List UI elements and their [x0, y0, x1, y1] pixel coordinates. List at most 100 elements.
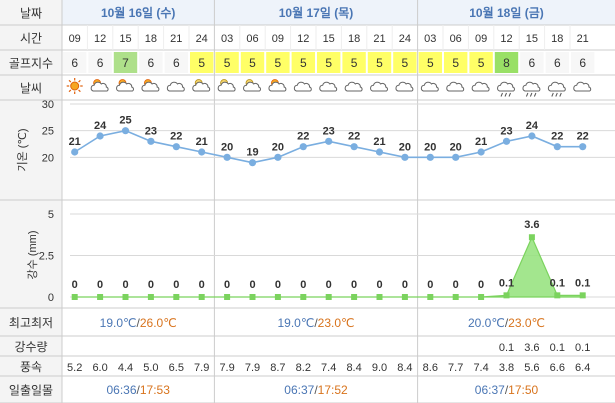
temp-tick-label: 30: [42, 99, 54, 111]
max-temp: 23.0℃: [318, 316, 355, 330]
wind-cell: 8.7: [270, 362, 285, 374]
cloudy-icon: [319, 81, 338, 92]
wind-cell: 8.4: [346, 362, 361, 374]
wind-cell: 5.6: [524, 362, 539, 374]
cloudy-icon: [344, 81, 363, 92]
cloudy-icon: [166, 81, 185, 92]
wind-cell: 7.9: [245, 362, 260, 374]
wind-cell: 7.4: [473, 362, 488, 374]
temp-point: [96, 132, 104, 140]
rain-point: [503, 292, 510, 299]
min-temp: 19.0℃: [100, 316, 137, 330]
hour-cell: 21: [170, 33, 182, 45]
golf-index-value: 6: [148, 56, 155, 70]
golf-index-value: 8: [503, 56, 510, 70]
golf-index-cell: [444, 52, 468, 73]
temp-data-label: 22: [297, 131, 309, 143]
temp-data-label: 20: [424, 141, 436, 153]
hour-cell: 12: [94, 33, 106, 45]
rain-data-label: 0: [478, 279, 484, 291]
rain-data-label: 0: [402, 279, 408, 291]
hour-cell: 18: [348, 33, 360, 45]
hour-cell: 15: [323, 33, 335, 45]
hour-cell: 12: [297, 33, 309, 45]
hour-cell: 18: [551, 33, 563, 45]
minmax-cell: 19.0℃/23.0℃: [277, 316, 354, 330]
hour-cell: 15: [526, 33, 538, 45]
rain-data-label: 0: [72, 279, 78, 291]
temp-data-label: 24: [94, 120, 107, 132]
golf-index-value: 5: [249, 56, 256, 70]
partly-cloudy-icon: [116, 79, 134, 92]
date-header: 10월 17일 (목): [279, 5, 353, 20]
sun-cell: 06:36/17:53: [106, 383, 170, 397]
temp-data-label: 21: [373, 136, 385, 148]
temp-point: [477, 148, 485, 156]
temp-data-label: 20: [399, 141, 411, 153]
row-label-precip: 강수량: [14, 340, 47, 354]
precip-cell: 0.1: [499, 342, 514, 354]
golf-index-cell: [367, 52, 392, 73]
golf-index-value: 6: [97, 56, 104, 70]
row-label-sun: 일출일몰: [9, 384, 53, 398]
golf-index-value: 6: [529, 56, 536, 70]
minmax-separator: /: [137, 316, 141, 330]
temp-data-label: 21: [196, 136, 208, 148]
rain-point: [579, 292, 586, 299]
cloudy-icon: [471, 81, 490, 92]
hour-cell: 03: [424, 33, 436, 45]
rain-data-label: 0: [453, 279, 459, 291]
wind-cell: 5.2: [67, 362, 82, 374]
golf-index-cell: [520, 52, 544, 73]
wind-cell: 5.0: [143, 362, 158, 374]
rain-tick-label: 0: [48, 292, 54, 304]
temp-data-label: 19: [246, 147, 258, 159]
temp-point: [553, 143, 561, 151]
rain-tick-label: 2.5: [39, 251, 54, 263]
golf-index-value: 5: [402, 56, 409, 70]
golf-index-cell: [342, 52, 366, 73]
hour-cell: 21: [373, 33, 385, 45]
minmax-separator: /: [505, 316, 509, 330]
rain-data-label: 0: [376, 279, 382, 291]
temp-point: [401, 153, 409, 161]
precip-cell: 0.1: [550, 342, 565, 354]
cloudy-icon: [420, 81, 439, 92]
hour-cell: 24: [196, 33, 208, 45]
row-label-date: 날짜: [20, 7, 42, 21]
rain-point: [528, 234, 535, 241]
golf-index-cell: [418, 52, 442, 73]
date-header: 10월 18일 (금): [469, 5, 543, 20]
rain-point: [351, 294, 358, 300]
rain-point: [300, 294, 307, 300]
golf-index-value: 5: [325, 56, 332, 70]
max-temp: 26.0℃: [140, 316, 177, 330]
golf-index-value: 6: [173, 56, 180, 70]
rain-data-label: 0: [173, 279, 179, 291]
temp-tick-label: 25: [42, 126, 54, 138]
temp-data-label: 22: [551, 131, 563, 143]
rain-point: [147, 294, 154, 300]
rain-point: [478, 294, 485, 300]
golf-index-cell: [63, 52, 87, 73]
golf-index-value: 5: [300, 56, 307, 70]
temp-axis-label: 기온 (℃): [16, 129, 29, 172]
temp-data-label: 21: [69, 136, 81, 148]
golf-index-cell: [113, 52, 138, 73]
temp-data-label: 20: [272, 141, 284, 153]
hour-cell: 18: [145, 33, 157, 45]
rain-point: [71, 294, 78, 300]
temp-point: [172, 143, 180, 151]
precipitation-chart: 0 2.5 5 강수 (mm) 0 0 0 0 0 0 0 0 0 0 0 0 0 0 0 0 0 0.1 3.6 0.1 0.…: [26, 209, 615, 304]
row-label-golf_index: 골프지수: [9, 57, 53, 71]
hour-cell: 09: [475, 33, 487, 45]
sunrise-time: 06:37: [475, 383, 505, 397]
temp-data-label: 20: [450, 141, 462, 153]
cloudy-icon: [573, 81, 592, 92]
rain-data-label: 0: [97, 279, 103, 291]
min-temp: 20.0℃: [468, 316, 505, 330]
rain-point: [97, 294, 104, 300]
rain-point: [452, 294, 459, 300]
hour-cell: 09: [69, 33, 81, 45]
sun-cell: 06:37/17:52: [284, 383, 348, 397]
